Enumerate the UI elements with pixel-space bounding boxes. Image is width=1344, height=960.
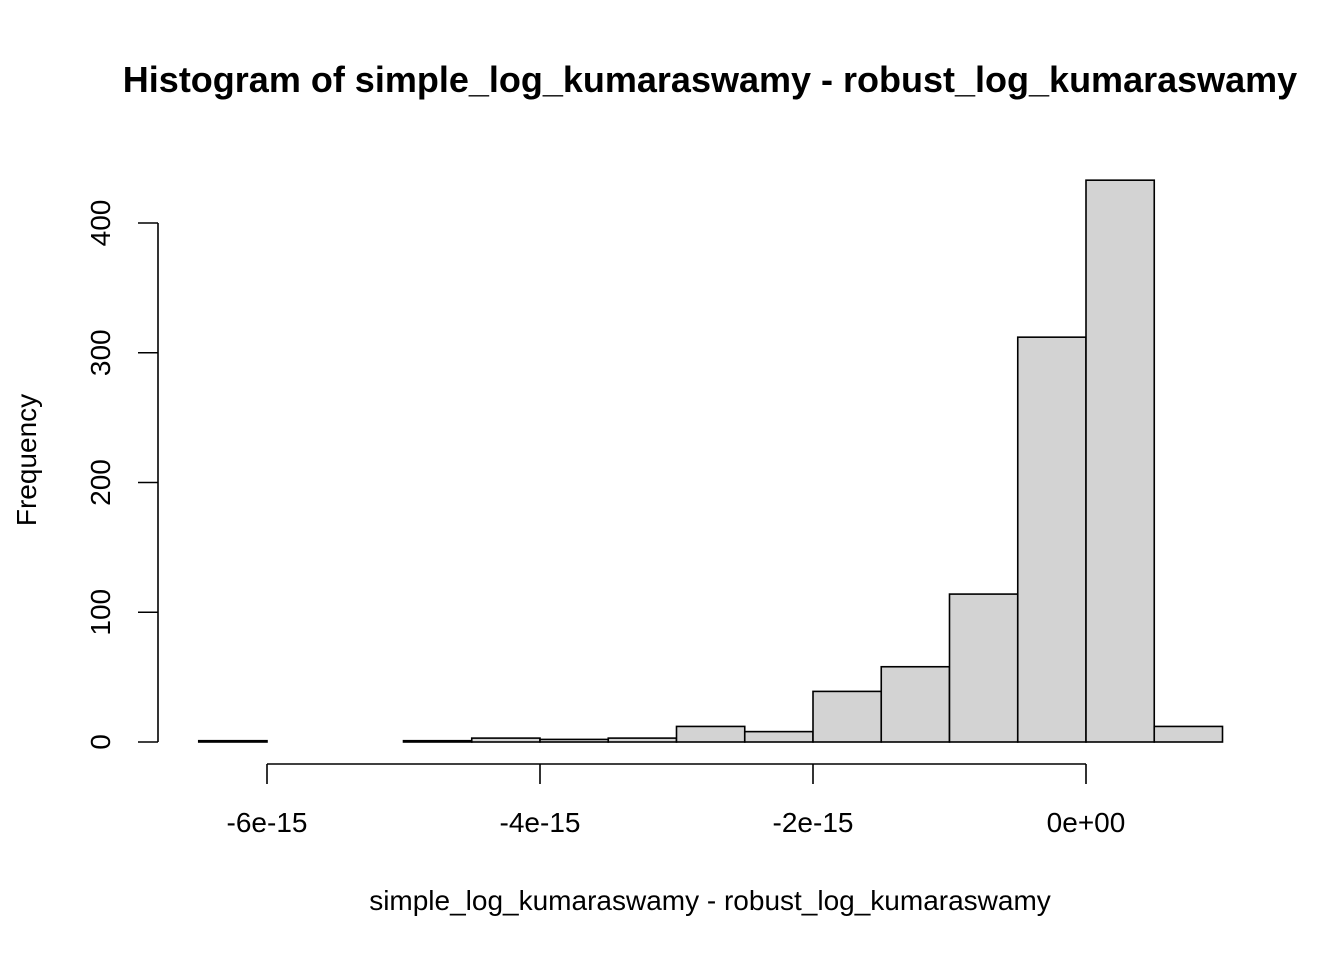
x-axis: -6e-15 -4e-15 -2e-15 0e+00 (227, 763, 1126, 838)
histogram-bar (1085, 179, 1156, 743)
histogram-bar (1153, 725, 1224, 743)
x-tick-label: -2e-15 (773, 807, 854, 838)
chart-title: Histogram of simple_log_kumaraswamy - ro… (123, 59, 1297, 100)
histogram-bar (402, 739, 473, 743)
y-axis-label: Frequency (11, 394, 42, 526)
x-tick-label: 0e+00 (1047, 807, 1126, 838)
histogram-bar (470, 737, 541, 743)
histogram-bar (607, 737, 678, 743)
y-tick-label: 0 (85, 734, 116, 750)
histogram-bar (539, 738, 610, 743)
y-axis: 0 100 200 300 400 (85, 200, 159, 750)
histogram-bar (675, 725, 746, 743)
histogram-bar (880, 665, 951, 743)
x-axis-label: simple_log_kumaraswamy - robust_log_kuma… (369, 885, 1051, 916)
bars-group (197, 179, 1224, 743)
histogram-bar (948, 593, 1019, 743)
y-tick-label: 300 (85, 329, 116, 376)
x-tick-label: -6e-15 (227, 807, 308, 838)
y-tick-label: 200 (85, 459, 116, 506)
histogram-bar (812, 690, 883, 743)
histogram-bar (1016, 336, 1087, 743)
histogram-bar (197, 739, 268, 743)
y-tick-label: 400 (85, 200, 116, 247)
histogram-bar (743, 730, 814, 743)
y-tick-label: 100 (85, 589, 116, 636)
x-tick-label: -4e-15 (500, 807, 581, 838)
